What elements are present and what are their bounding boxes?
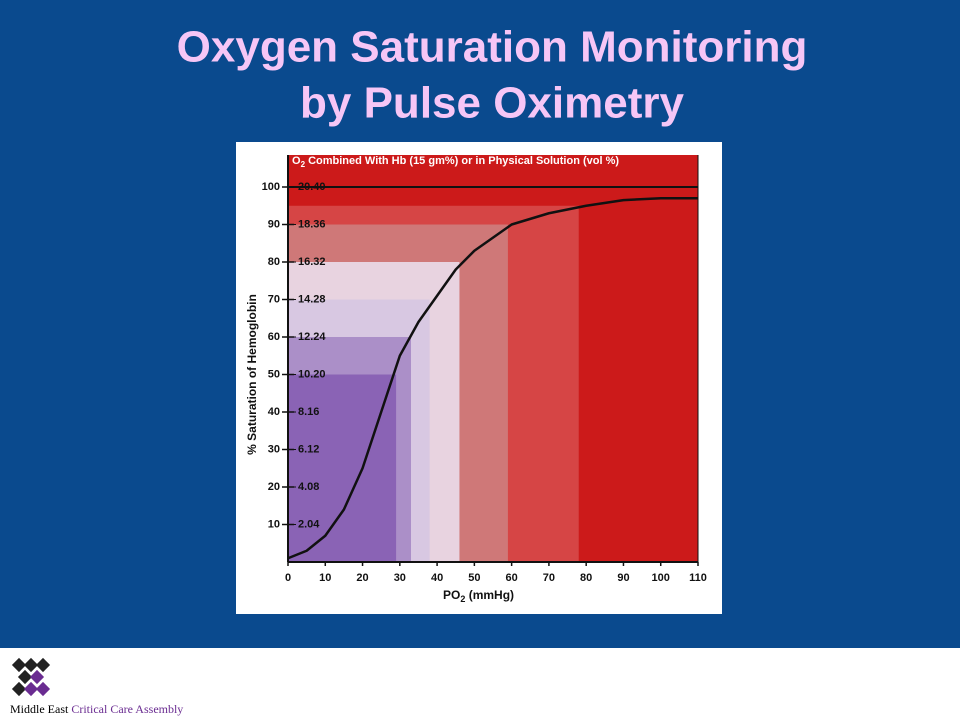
slide-title: Oxygen Saturation Monitoring <box>177 23 808 72</box>
x-tick-label: 70 <box>543 572 555 584</box>
x-tick-label: 20 <box>356 572 368 584</box>
x-label-rest: (mmHg) <box>465 588 514 602</box>
y2-tick-label: 14.28 <box>298 293 326 305</box>
x-tick-label: 60 <box>506 572 518 584</box>
header-rest: Combined With Hb (15 gm%) or in Physical… <box>305 155 619 167</box>
y-tick-label: 40 <box>268 406 280 418</box>
x-axis-label: PO2 (mmHg) <box>443 588 514 604</box>
x-tick-label: 10 <box>319 572 331 584</box>
footer-org-first: Middle East <box>10 702 69 716</box>
footer-org: Middle East Critical Care Assembly <box>10 702 183 716</box>
logo <box>11 657 51 697</box>
y-tick-label: 30 <box>268 443 280 455</box>
y2-tick-label: 18.36 <box>298 218 326 230</box>
y2-tick-label: 20.40 <box>298 181 326 193</box>
y2-tick-label: 6.12 <box>298 443 319 455</box>
header-sub: 2 <box>301 160 306 169</box>
x-tick-label: 40 <box>431 572 443 584</box>
y2-tick-label: 10.20 <box>298 368 326 380</box>
y2-tick-label: 4.08 <box>298 481 319 493</box>
x-tick-label: 30 <box>394 572 406 584</box>
y-tick-label: 10 <box>268 518 280 530</box>
y-tick-label: 70 <box>268 293 280 305</box>
saturation-curve <box>287 197 698 560</box>
y-tick-label: 100 <box>262 181 280 193</box>
y2-tick-label: 8.16 <box>298 406 319 418</box>
y2-tick-label: 2.04 <box>298 518 320 530</box>
footer-org-rest: Critical Care Assembly <box>71 702 183 716</box>
header-label: O2 Combined With Hb (15 gm%) or in Physi… <box>292 155 619 169</box>
x-tick-label: 50 <box>468 572 480 584</box>
slide-title: by Pulse Oximetry <box>300 79 684 128</box>
y-tick-label: 80 <box>268 256 280 268</box>
saturation-band <box>288 374 397 562</box>
x-label-main: PO <box>443 588 460 602</box>
header-main: O <box>292 155 301 167</box>
x-tick-label: 0 <box>285 572 291 584</box>
y-axis-label: % Saturation of Hemoglobin <box>245 294 259 455</box>
x-tick-label: 80 <box>580 572 592 584</box>
footer-background <box>0 648 960 720</box>
y-tick-label: 50 <box>268 368 280 380</box>
x-label-sub: 2 <box>460 594 465 604</box>
x-tick-label: 100 <box>652 572 670 584</box>
y-tick-label: 20 <box>268 481 280 493</box>
x-tick-label: 90 <box>617 572 629 584</box>
x-tick-label: 110 <box>689 572 707 584</box>
y2-tick-label: 16.32 <box>298 256 326 268</box>
header-strip <box>288 155 698 187</box>
y2-tick-label: 12.24 <box>298 331 326 343</box>
y-tick-label: 90 <box>268 218 280 230</box>
y-tick-label: 60 <box>268 331 280 343</box>
